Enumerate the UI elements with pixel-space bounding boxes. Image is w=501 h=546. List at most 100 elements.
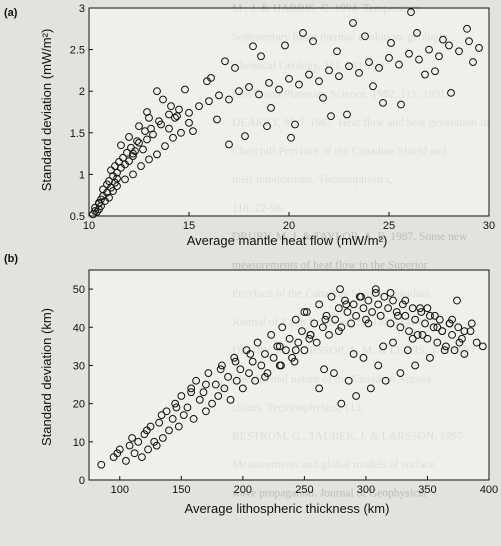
panel-b-data-point [216,365,225,374]
panel-b-data-point [334,327,343,335]
panel-a-data-point [395,60,403,69]
panel-a-y-tick-label: 2.5 [70,45,85,57]
panel-a-data-point [129,152,137,160]
panel-b-data-point [157,411,166,419]
panel-b-data-point [128,434,136,442]
panel-a-data-point [315,77,323,86]
panel-b-data-point [331,315,340,324]
panel-a-data-point [105,177,113,185]
panel-a-x-tick-label: 30 [483,220,495,232]
panel-b-data-point [162,407,171,416]
panel-b-data-point [269,353,278,362]
panel-b-data-point [290,357,299,366]
panel-b-data-point [277,361,285,370]
panel-b-data-point [408,304,417,313]
panel-a-data-point [385,54,393,62]
panel-b-chart: (b) 100 150 200 250 300 350 400 0 10 20 30 40 50 Ave… [4,253,498,516]
panel-a-data-point [165,124,173,133]
panel-b-data-point [330,369,338,377]
panel-a-data-point [159,95,167,104]
panel-a-data-point [225,95,233,104]
panel-b-data-point [248,357,257,366]
panel-b-data-point [251,376,260,385]
panel-b-x-tick-label: 250 [295,484,313,496]
panel-a-data-point [369,82,377,91]
background-text-line: measurements of heat flow in the Superio… [232,260,428,272]
panel-b-x-tick-label: 400 [480,484,498,496]
panel-b-x-tick-label: 300 [357,484,375,496]
panel-b-data-point [302,308,311,316]
panel-b-data-point [238,384,247,393]
panel-b-data-point [257,361,266,370]
panel-b-data-point [263,369,272,377]
panel-b-x-tick-label: 100 [111,484,129,496]
panel-b-data-point [389,296,397,305]
panel-b-data-point [322,311,331,320]
panel-a-data-point [405,49,413,58]
panel-a-data-point [185,108,193,117]
panel-b-data-point [285,334,294,343]
panel-a-data-point [397,100,405,109]
panel-b-data-point [453,296,461,305]
panel-a-y-tick-label: 3 [79,3,85,15]
panel-b-data-point [386,319,395,328]
panel-a-x-tick-label: 25 [383,220,395,232]
panel-b-data-point [359,304,368,313]
panel-a-data-point [125,133,133,141]
panel-a-x-axis-title: Average mantle heat flow (mW/m²) [187,233,388,248]
panel-b-data-point [454,323,463,332]
panel-b-data-point [357,292,365,301]
panel-a-data-point [421,70,429,79]
panel-a-data-point [345,62,353,71]
panel-b-data-point [192,376,200,385]
panel-b-y-tick-label: 20 [73,399,85,411]
panel-a-data-point [115,158,123,166]
panel-a-data-point [113,174,121,183]
panel-a-data-point [465,37,473,46]
panel-a-data-point [387,39,395,47]
panel-b-data-point [392,308,401,316]
panel-b-data-point [349,300,358,309]
panel-b-data-point [315,384,324,393]
panel-b-label: (b) [4,253,18,265]
panel-a-data-point [375,64,383,72]
panel-a-data-point [161,142,169,151]
panel-b-data-point [236,365,245,374]
panel-b-data-point [394,311,402,320]
panel-b-data-point [97,460,106,469]
panel-b-data-point [211,380,220,389]
panel-a-data-point [319,93,327,102]
panel-a-data-point [143,108,151,116]
panel-b-data-point [291,315,300,324]
panel-a-data-point [189,127,197,136]
panel-b-data-point [472,338,481,347]
panel-b-data-point [288,353,296,362]
panel-a-data-point [379,98,387,107]
panel-a-data-point [185,118,193,127]
panel-b-data-point [312,338,321,347]
panel-b-data-point [379,342,388,351]
panel-b-data-point [442,342,450,351]
panel-b-data-point [347,319,356,328]
panel-a-data-point [205,97,213,106]
panel-a-y-tick-label: 2 [79,86,85,98]
panel-b-data-point [396,369,405,377]
panel-b-data-point [426,353,434,362]
panel-a-data-point [145,155,153,164]
panel-a-data-point [445,41,453,50]
panel-b-data-point [155,418,164,427]
panel-a-data-point [169,133,177,142]
panel-b-data-point [168,415,177,423]
panel-b-data-point [366,384,375,393]
panel-b-data-point [352,392,360,400]
panel-b-y-tick-label: 0 [79,475,85,487]
panel-b-data-point [450,346,459,355]
panel-a-label: (a) [4,7,18,19]
panel-b-x-tick-label: 150 [172,484,190,496]
panel-a-data-point [125,157,133,165]
panel-b-data-point [448,315,456,324]
panel-b-data-point [416,304,424,313]
panel-a-data-point [425,45,433,54]
panel-b-data-point [371,285,380,293]
panel-b-data-point [253,338,262,347]
